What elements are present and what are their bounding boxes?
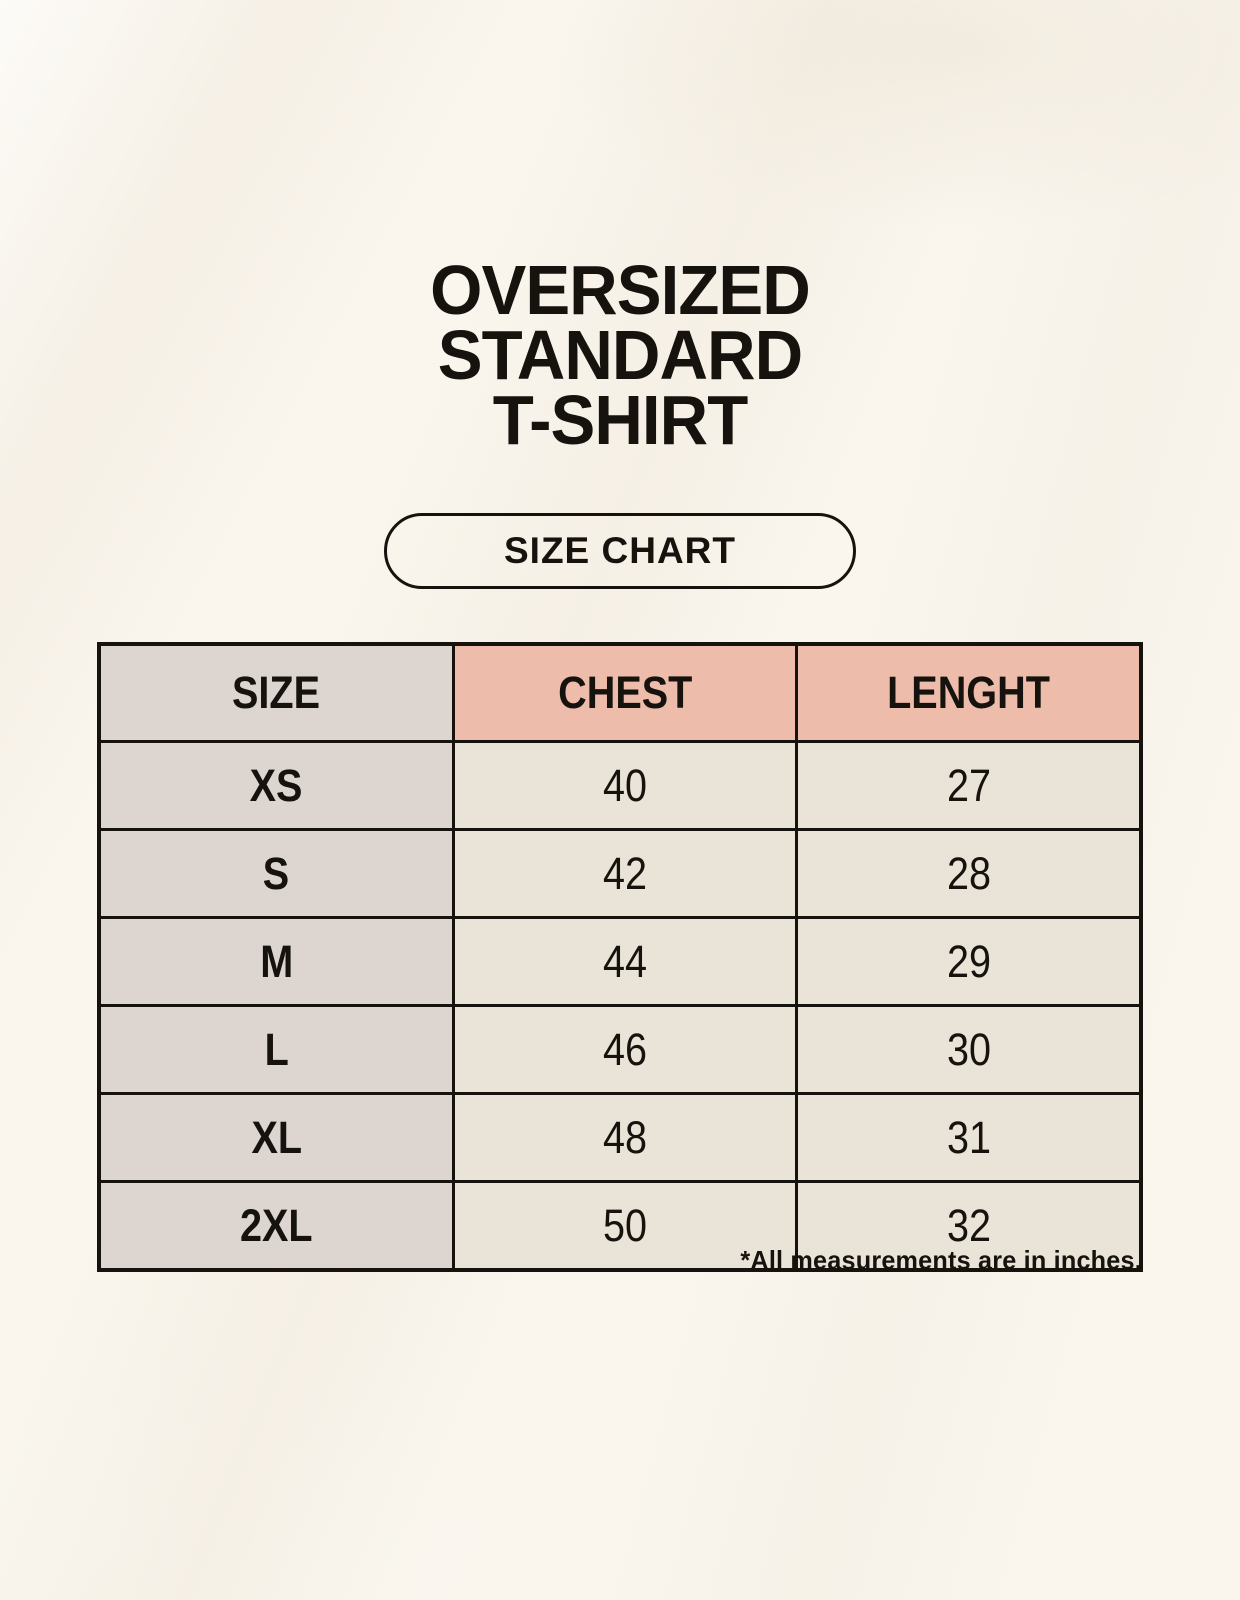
table-row: XL 48 31 [97, 1092, 1143, 1183]
table-header-row: SIZE CHEST LENGHT [97, 642, 1143, 743]
column-header-size: SIZE [97, 642, 455, 743]
size-cell: M [97, 916, 455, 1007]
page-title: OVERSIZED STANDARD T-SHIRT [25, 251, 1215, 459]
length-cell: 30 [795, 1004, 1143, 1095]
table-row: M 44 29 [97, 916, 1143, 1007]
size-cell: L [97, 1004, 455, 1095]
table-row: 2XL 50 32 [97, 1180, 1143, 1272]
length-cell: 29 [795, 916, 1143, 1007]
length-cell: 31 [795, 1092, 1143, 1183]
page-title-line-3: T-SHIRT [492, 381, 749, 459]
table-row: S 42 28 [97, 828, 1143, 919]
length-cell: 28 [795, 828, 1143, 919]
column-header-chest: CHEST [451, 642, 799, 743]
length-cell: 27 [795, 740, 1143, 831]
chest-cell: 44 [451, 916, 799, 1007]
size-cell: XL [97, 1092, 455, 1183]
chest-cell: 50 [451, 1180, 799, 1272]
size-cell: S [97, 828, 455, 919]
column-header-length: LENGHT [795, 642, 1143, 743]
chest-cell: 48 [451, 1092, 799, 1183]
size-chart-badge: SIZE CHART [384, 513, 856, 589]
length-cell: 32 [795, 1180, 1143, 1272]
table-row: XS 40 27 [97, 740, 1143, 831]
size-cell: XS [97, 740, 455, 831]
page-title-line-2: STANDARD [437, 316, 803, 394]
chest-cell: 42 [451, 828, 799, 919]
chest-cell: 40 [451, 740, 799, 831]
table-row: L 46 30 [97, 1004, 1143, 1095]
chest-cell: 46 [451, 1004, 799, 1095]
size-chart-table: SIZE CHEST LENGHT XS 40 27 S 42 28 M 44 … [97, 642, 1143, 1272]
size-cell: 2XL [97, 1180, 455, 1272]
page-title-line-1: OVERSIZED [430, 251, 811, 329]
measurements-footnote: *All measurements are in inches. [740, 1245, 1142, 1275]
size-chart-badge-label: SIZE CHART [504, 530, 736, 571]
